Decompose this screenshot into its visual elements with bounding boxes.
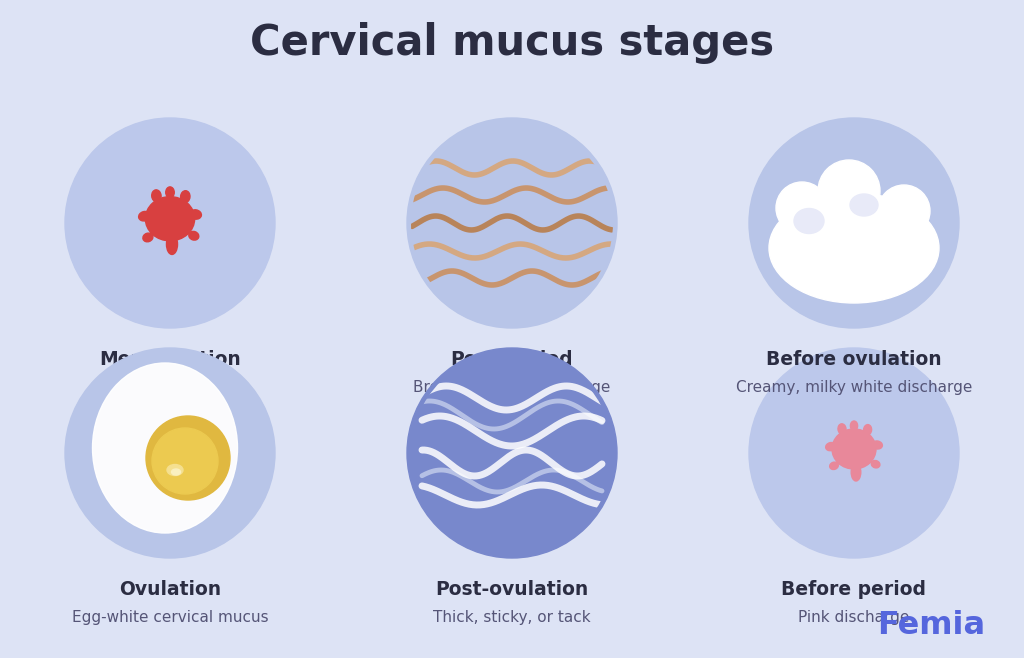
Text: Thick, sticky, or tack: Thick, sticky, or tack	[433, 610, 591, 625]
Text: Menstruation: Menstruation	[99, 350, 241, 369]
Ellipse shape	[167, 465, 183, 476]
Ellipse shape	[851, 463, 861, 481]
Ellipse shape	[871, 461, 880, 468]
Ellipse shape	[794, 209, 824, 234]
Ellipse shape	[189, 210, 202, 219]
Ellipse shape	[145, 197, 195, 241]
Text: Before period: Before period	[781, 580, 927, 599]
Ellipse shape	[180, 191, 190, 203]
Ellipse shape	[167, 234, 177, 255]
Ellipse shape	[769, 193, 939, 303]
Ellipse shape	[749, 118, 959, 328]
Ellipse shape	[166, 187, 174, 198]
Ellipse shape	[850, 421, 857, 430]
Circle shape	[146, 416, 230, 500]
Circle shape	[749, 348, 959, 558]
Text: Pink discharge: Pink discharge	[799, 610, 909, 625]
Ellipse shape	[143, 233, 153, 241]
Ellipse shape	[92, 363, 238, 533]
Ellipse shape	[152, 190, 161, 202]
Text: Creamy, milky white discharge: Creamy, milky white discharge	[736, 380, 972, 395]
Ellipse shape	[863, 424, 871, 435]
Ellipse shape	[872, 441, 883, 449]
Text: Cervical mucus stages: Cervical mucus stages	[250, 22, 774, 64]
Text: Egg-white cervical mucus: Egg-white cervical mucus	[72, 610, 268, 625]
Ellipse shape	[825, 443, 836, 451]
Text: Femia: Femia	[877, 611, 985, 642]
Ellipse shape	[878, 185, 930, 237]
Text: Post-ovulation: Post-ovulation	[435, 580, 589, 599]
Text: Ovulation: Ovulation	[119, 580, 221, 599]
Ellipse shape	[838, 424, 846, 434]
Ellipse shape	[407, 118, 617, 328]
Text: Post-period: Post-period	[451, 350, 573, 369]
Circle shape	[65, 118, 275, 328]
Text: Menstrual bleeding: Menstrual bleeding	[96, 380, 244, 395]
Ellipse shape	[138, 211, 151, 221]
Text: Brown or sticky discharge: Brown or sticky discharge	[414, 380, 610, 395]
Ellipse shape	[850, 194, 878, 216]
Ellipse shape	[188, 232, 199, 240]
Ellipse shape	[818, 160, 880, 222]
Ellipse shape	[407, 348, 617, 558]
Ellipse shape	[65, 348, 275, 558]
Ellipse shape	[831, 429, 876, 469]
Ellipse shape	[171, 469, 180, 475]
Ellipse shape	[776, 182, 828, 234]
Circle shape	[152, 428, 218, 494]
Ellipse shape	[829, 462, 839, 470]
Text: Before ovulation: Before ovulation	[766, 350, 942, 369]
